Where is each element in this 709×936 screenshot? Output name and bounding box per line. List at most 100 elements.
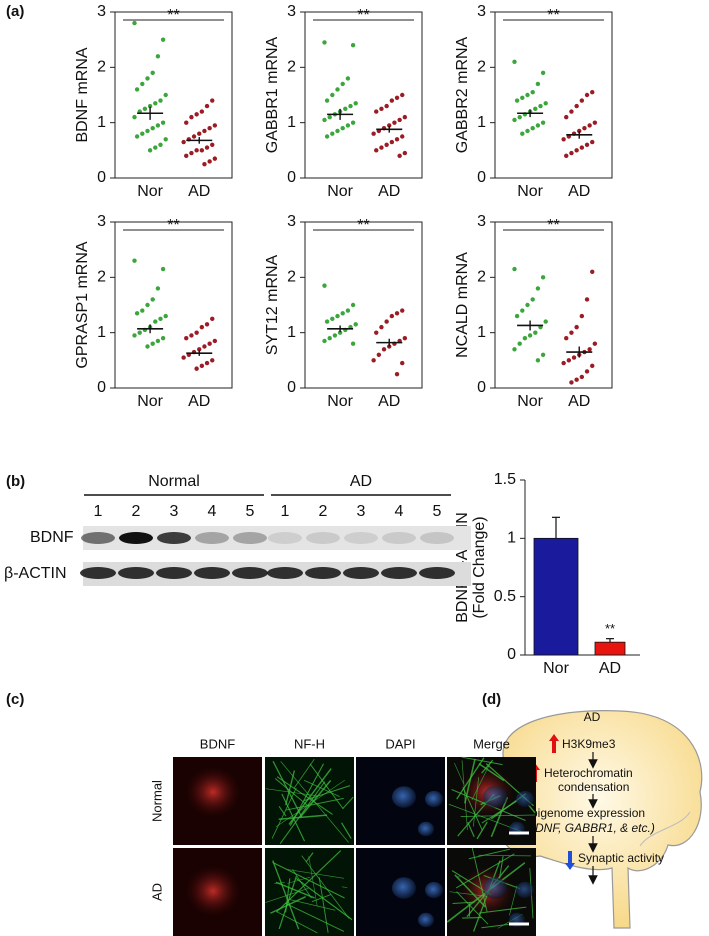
- fiber: [271, 787, 297, 839]
- fiber: [460, 814, 536, 817]
- x-tick-label: Nor: [517, 183, 543, 200]
- significance-label: **: [357, 217, 369, 234]
- data-point: [322, 117, 327, 123]
- data-point: [158, 142, 163, 147]
- data-point: [400, 360, 405, 366]
- y-axis-label: BDNF mRNA: [74, 47, 91, 142]
- data-point: [533, 106, 538, 112]
- data-point: [543, 319, 548, 324]
- blot-row-label: β-ACTIN: [4, 565, 67, 582]
- blot-band: [306, 532, 340, 544]
- blot-band: [119, 532, 153, 544]
- data-point: [535, 81, 541, 87]
- blot-band: [382, 532, 416, 544]
- data-point: [535, 286, 541, 291]
- data-point: [147, 148, 153, 153]
- fiber: [276, 776, 333, 815]
- x-tick-label: Nor: [327, 393, 353, 410]
- data-point: [569, 330, 574, 335]
- data-point: [379, 106, 384, 112]
- y-tick-label: 1.5: [494, 471, 516, 488]
- data-point: [389, 98, 395, 103]
- data-point: [153, 319, 158, 324]
- data-point: [520, 308, 525, 313]
- y-tick-label: 2: [287, 269, 296, 286]
- y-tick-label: 3: [477, 213, 486, 230]
- data-point: [587, 123, 592, 128]
- row-label: AD: [149, 883, 164, 901]
- data-point: [592, 120, 598, 125]
- blot-row-label: BDNF: [30, 529, 74, 546]
- data-point: [569, 109, 574, 114]
- data-point: [194, 366, 199, 371]
- data-point: [345, 123, 351, 128]
- data-point: [374, 109, 379, 114]
- data-point: [207, 341, 212, 346]
- data-point: [535, 123, 541, 128]
- blot-band: [344, 532, 378, 544]
- data-point: [160, 336, 166, 341]
- fiber: [278, 876, 297, 930]
- nucleus: [392, 786, 416, 808]
- data-point: [191, 134, 197, 139]
- data-point: [207, 159, 212, 164]
- data-point: [569, 380, 574, 385]
- data-point: [181, 139, 186, 145]
- blot-band: [305, 567, 341, 579]
- fiber: [279, 781, 326, 845]
- data-point: [592, 341, 598, 346]
- data-point: [582, 126, 587, 131]
- diagram-title: AD: [584, 710, 601, 724]
- nucleus: [425, 790, 443, 808]
- fiber: [285, 770, 296, 806]
- channel-label: NF-H: [294, 736, 325, 751]
- data-point: [140, 131, 145, 136]
- data-point: [181, 355, 186, 360]
- fiber: [272, 860, 300, 930]
- fiber: [471, 847, 488, 912]
- data-point: [564, 153, 569, 159]
- data-point: [579, 374, 585, 380]
- y-tick-label: 2: [287, 59, 296, 76]
- data-point: [394, 95, 400, 100]
- data-point: [194, 148, 199, 153]
- data-point: [327, 114, 332, 120]
- y-tick-label: 2: [97, 269, 106, 286]
- y-tick-label: 3: [97, 213, 106, 230]
- data-point: [374, 330, 379, 335]
- data-point: [514, 313, 520, 319]
- micrograph: [356, 848, 445, 936]
- data-point: [397, 153, 402, 159]
- panel-label: (c): [6, 691, 24, 708]
- y-tick-label: 3: [287, 3, 296, 20]
- fiber: [454, 762, 464, 784]
- blot-band: [156, 567, 192, 579]
- diagram-step: (BDNF, GABBR1, & etc.): [523, 821, 655, 835]
- data-point: [392, 120, 397, 125]
- fiber: [454, 874, 487, 908]
- data-point: [150, 297, 155, 302]
- data-point: [145, 76, 150, 81]
- data-point: [330, 92, 335, 98]
- data-point: [540, 275, 546, 280]
- image-bg: [265, 757, 354, 845]
- data-point: [402, 336, 408, 341]
- data-point: [400, 92, 405, 98]
- nucleus: [418, 912, 434, 928]
- data-point: [155, 338, 161, 344]
- plot-frame: [114, 221, 233, 389]
- data-point: [345, 308, 351, 313]
- data-point: [514, 98, 520, 103]
- micrograph: [173, 848, 262, 936]
- blot-band: [80, 567, 116, 579]
- data-point: [384, 319, 389, 324]
- data-point: [530, 90, 535, 95]
- data-point: [520, 131, 525, 136]
- fiber: [481, 800, 517, 824]
- data-point: [204, 145, 210, 150]
- data-point: [335, 313, 340, 319]
- fiber: [305, 852, 314, 863]
- fiber: [456, 891, 489, 925]
- data-point: [194, 330, 199, 335]
- channel-label: Merge: [473, 736, 510, 751]
